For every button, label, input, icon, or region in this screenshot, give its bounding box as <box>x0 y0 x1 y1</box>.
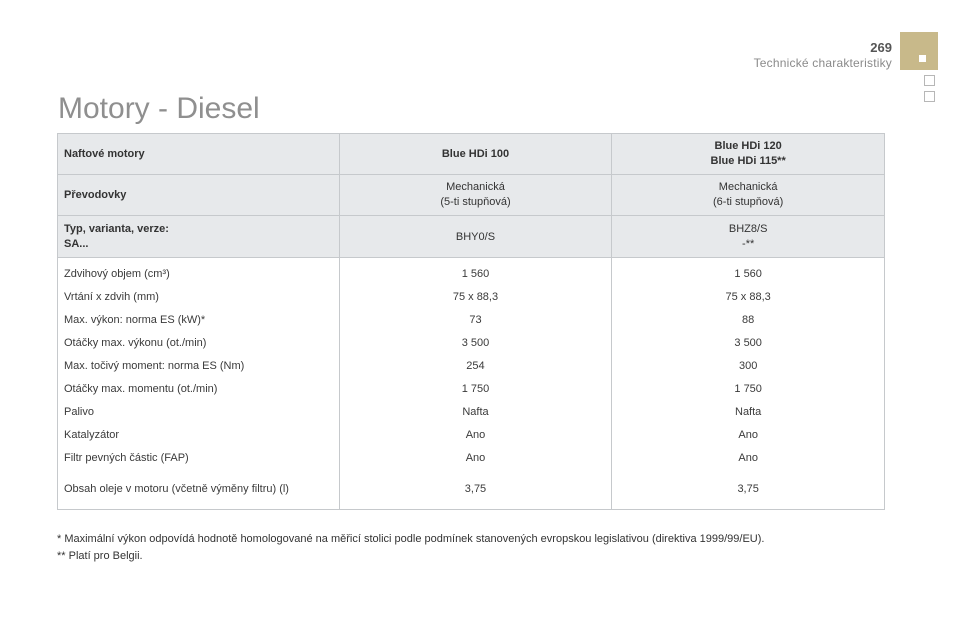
row-value-2: Ano <box>738 451 758 464</box>
row-label: Filtr pevných částic (FAP) <box>57 446 340 469</box>
table-row: Zdvihový objem (cm³) 1 560 1 560 <box>57 257 885 285</box>
page-number: 269 <box>870 40 892 55</box>
table-row: Filtr pevných částic (FAP) Ano Ano <box>57 446 885 469</box>
diesel-engines-table: Naftové motory Blue HDi 100 Blue HDi 120… <box>57 133 885 510</box>
engine-2-name-line2: Blue HDi 115** <box>710 155 786 167</box>
type-label: Typ, varianta, verze: SA... <box>57 215 340 258</box>
row-value-2: 1 560 <box>734 267 762 280</box>
row-label: Max. točivý moment: norma ES (Nm) <box>57 354 340 377</box>
footnote-max-power: * Maximální výkon odpovídá hodnotě homol… <box>57 533 765 545</box>
gearbox-1: Mechanická (5-ti stupňová) <box>339 174 613 216</box>
table-row: Obsah oleje v motoru (včetně výměny filt… <box>57 469 885 510</box>
row-label: Max. výkon: norma ES (kW)* <box>57 308 340 331</box>
table-header-row: Naftové motory Blue HDi 100 Blue HDi 120… <box>57 133 885 175</box>
row-value-1: 3,75 <box>339 469 613 510</box>
row-value-1: 1 560 <box>339 257 613 285</box>
section-title: Technické charakteristiky <box>753 56 892 70</box>
type-2-line1: BHZ8/S <box>728 222 768 235</box>
table-row: Max. točivý moment: norma ES (Nm) 254 30… <box>57 354 885 377</box>
row-value-1: 75 x 88,3 <box>339 285 613 308</box>
gearbox-2-line2: (6-ti stupňová) <box>713 196 784 208</box>
row-value-1: 254 <box>339 354 613 377</box>
type-2: BHZ8/S -** <box>611 215 885 258</box>
row-value-2: 3,75 <box>737 483 759 495</box>
row-value-2: 300 <box>738 359 758 372</box>
table-row: Max. výkon: norma ES (kW)* 73 88 <box>57 308 885 331</box>
engine-2-name-line1: Blue HDi 120 <box>714 140 782 152</box>
engine-1-name: Blue HDi 100 <box>339 133 613 175</box>
row-value-2: 88 <box>742 313 755 326</box>
row-label: Obsah oleje v motoru (včetně výměny filt… <box>57 469 340 510</box>
type-1: BHY0/S <box>339 215 613 258</box>
row-value-2: Nafta <box>735 405 762 418</box>
table-row: Vrtání x zdvih (mm) 75 x 88,3 75 x 88,3 <box>57 285 885 308</box>
engines-label: Naftové motory <box>57 133 340 175</box>
type-label-line1: Typ, varianta, verze: <box>64 222 169 235</box>
tab-dot-icon <box>919 55 926 62</box>
footnotes: * Maximální výkon odpovídá hodnotě homol… <box>57 531 764 565</box>
gearbox-2-line1: Mechanická <box>718 181 778 193</box>
row-label: Otáčky max. výkonu (ot./min) <box>57 331 340 354</box>
row-label: Zdvihový objem (cm³) <box>57 257 340 285</box>
table-row: Palivo Nafta Nafta <box>57 400 885 423</box>
table-row: Katalyzátor Ano Ano <box>57 423 885 446</box>
engine-2-name: Blue HDi 120 Blue HDi 115** <box>611 133 885 175</box>
chapter-box-icon <box>924 91 935 102</box>
page-title: Motory - Diesel <box>58 92 260 125</box>
table-header-row: Převodovky Mechanická (5-ti stupňová) Me… <box>57 174 885 216</box>
table-header-row: Typ, varianta, verze: SA... BHY0/S BHZ8/… <box>57 215 885 258</box>
row-value-1: Ano <box>339 423 613 446</box>
chapter-box-icon <box>924 75 935 86</box>
row-label: Palivo <box>57 400 340 423</box>
row-label: Vrtání x zdvih (mm) <box>57 285 340 308</box>
row-value-1: Nafta <box>339 400 613 423</box>
row-value-2: 75 x 88,3 <box>725 290 771 303</box>
gearbox-2: Mechanická (6-ti stupňová) <box>611 174 885 216</box>
row-value-1: 73 <box>339 308 613 331</box>
gearbox-1-line1: Mechanická <box>446 181 505 193</box>
table-row: Otáčky max. výkonu (ot./min) 3 500 3 500 <box>57 331 885 354</box>
type-label-line2: SA... <box>64 237 89 250</box>
row-value-2: 3 500 <box>734 336 762 349</box>
type-2-line2: -** <box>742 237 755 250</box>
row-label: Otáčky max. momentu (ot./min) <box>57 377 340 400</box>
table-row: Otáčky max. momentu (ot./min) 1 750 1 75… <box>57 377 885 400</box>
row-value-2: Ano <box>738 428 758 441</box>
gearbox-label: Převodovky <box>57 174 340 216</box>
footnote-belgium: ** Platí pro Belgii. <box>57 550 143 562</box>
row-label: Katalyzátor <box>57 423 340 446</box>
row-value-1: 3 500 <box>339 331 613 354</box>
gearbox-1-line2: (5-ti stupňová) <box>440 196 511 208</box>
row-value-1: Ano <box>339 446 613 469</box>
chapter-tab-marker <box>900 32 938 70</box>
row-value-1: 1 750 <box>339 377 613 400</box>
row-value-2: 1 750 <box>734 382 762 395</box>
